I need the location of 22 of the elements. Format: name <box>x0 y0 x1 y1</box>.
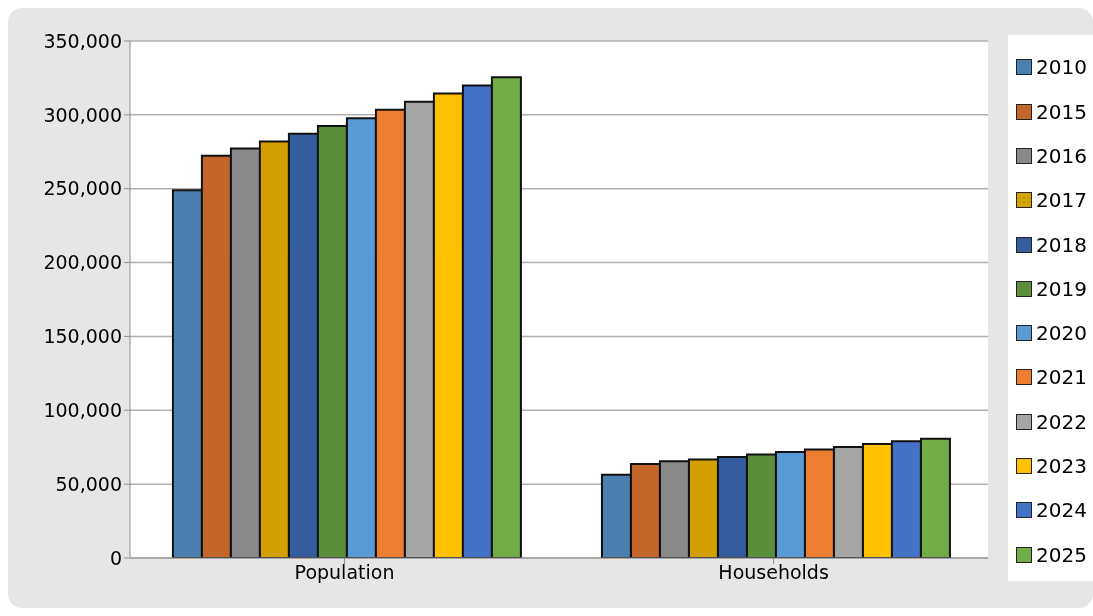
x-tick-label: Population <box>294 561 395 584</box>
legend-label: 2015 <box>1036 99 1087 124</box>
legend-label: 2018 <box>1036 232 1087 257</box>
y-tick-label: 50,000 <box>55 472 122 495</box>
y-tick-label: 250,000 <box>43 177 122 200</box>
y-tick-label: 100,000 <box>43 399 122 422</box>
legend-label: 2019 <box>1036 276 1087 301</box>
y-tick-label: 200,000 <box>43 251 122 274</box>
y-tick-label: 300,000 <box>43 103 122 126</box>
legend-label: 2016 <box>1036 143 1087 168</box>
legend-label: 2024 <box>1036 498 1087 523</box>
legend-label: 2022 <box>1036 409 1087 434</box>
y-tick-label: 350,000 <box>43 29 122 52</box>
legend-label: 2023 <box>1036 454 1087 479</box>
legend-label: 2025 <box>1036 542 1087 567</box>
legend-label: 2017 <box>1036 188 1087 213</box>
y-tick-label: 0 <box>109 546 122 569</box>
y-tick-label: 150,000 <box>43 325 122 348</box>
x-tick-label: Households <box>718 561 829 584</box>
legend-label: 2010 <box>1036 55 1087 80</box>
legend-label: 2020 <box>1036 321 1087 346</box>
legend-label: 2021 <box>1036 365 1087 390</box>
